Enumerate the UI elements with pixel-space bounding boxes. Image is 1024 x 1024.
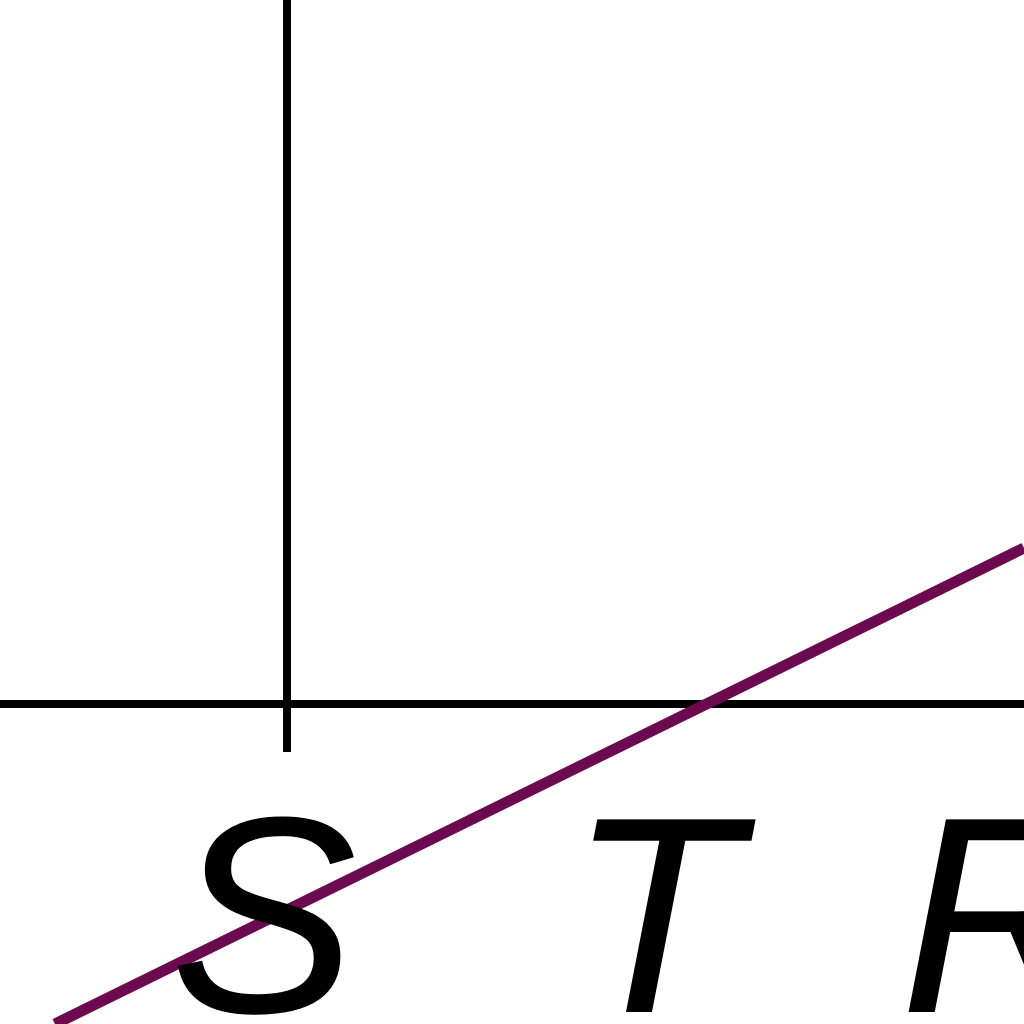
oblique-line: [52, 543, 1024, 1024]
point-label-r: R: [900, 760, 1024, 1024]
point-label-s: S: [170, 760, 357, 1024]
point-label-t: T: [568, 760, 756, 1024]
